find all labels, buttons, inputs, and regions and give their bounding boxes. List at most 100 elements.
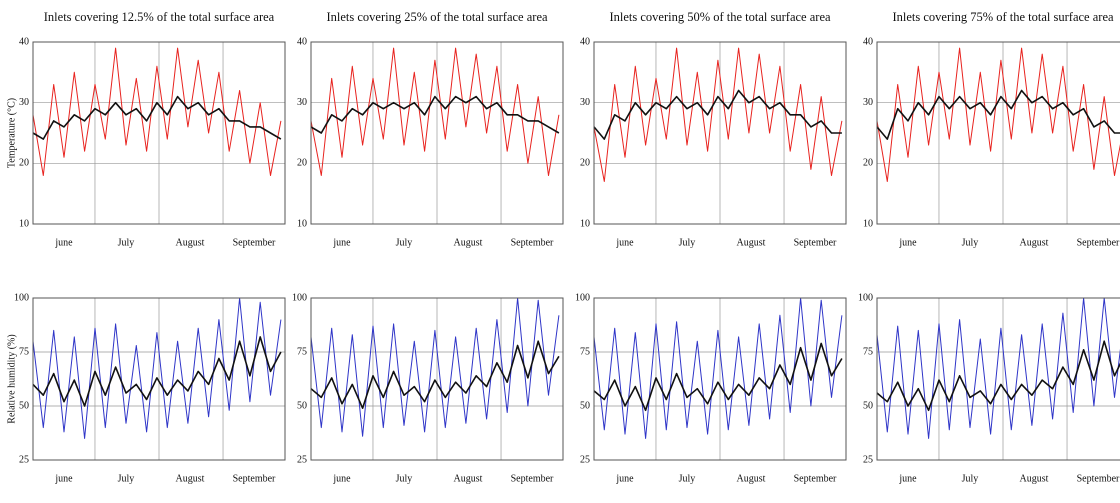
x-tick-label: July xyxy=(118,237,135,248)
data-line xyxy=(876,297,1120,439)
y-tick-label: 25 xyxy=(297,454,307,465)
x-tick-label: june xyxy=(898,237,917,248)
x-tick-label: July xyxy=(679,473,696,484)
panel: Relative humidity (%) 25 50 75 100 june July Au… xyxy=(6,292,286,484)
data-line xyxy=(32,336,282,407)
x-tick-label: August xyxy=(1020,237,1049,248)
data-line xyxy=(310,340,560,409)
data-line xyxy=(593,297,843,439)
y-tick-label: 40 xyxy=(863,36,873,47)
y-tick-label: 30 xyxy=(297,97,307,108)
panel: Inlets covering 50% of the total surface… xyxy=(580,10,847,248)
x-tick-label: September xyxy=(1077,237,1120,248)
y-tick-label: 10 xyxy=(580,218,590,229)
data-line xyxy=(876,47,1120,182)
plot-frame xyxy=(310,297,564,461)
data-line xyxy=(32,47,282,176)
plot-frame xyxy=(593,297,847,461)
panel: 25 50 75 100 june July August September xyxy=(575,292,847,484)
y-tick-label: 20 xyxy=(863,158,873,169)
data-line xyxy=(310,95,560,134)
panel: 25 50 75 100 june July August September xyxy=(858,292,1120,484)
y-tick-label: 50 xyxy=(19,400,29,411)
x-tick-label: August xyxy=(176,237,205,248)
x-tick-label: September xyxy=(233,473,276,484)
plot-frame xyxy=(310,41,564,225)
x-tick-label: August xyxy=(454,237,483,248)
x-tick-label: September xyxy=(1077,473,1120,484)
y-tick-label: 50 xyxy=(580,400,590,411)
y-tick-label: 50 xyxy=(863,400,873,411)
y-tick-label: 100 xyxy=(292,292,307,303)
panel: 25 50 75 100 june July August September xyxy=(292,292,564,484)
x-tick-label: September xyxy=(233,237,276,248)
data-line xyxy=(310,47,560,176)
y-tick-label: 100 xyxy=(14,292,29,303)
x-tick-label: July xyxy=(679,237,696,248)
x-tick-label: September xyxy=(511,237,554,248)
y-axis-label: Temperature (°C) xyxy=(6,98,17,168)
data-line xyxy=(593,89,842,140)
plot-frame xyxy=(32,297,286,461)
y-tick-label: 100 xyxy=(575,292,590,303)
x-tick-label: July xyxy=(118,473,135,484)
plot-frame xyxy=(32,41,286,225)
x-tick-label: August xyxy=(737,237,766,248)
x-tick-label: July xyxy=(962,237,979,248)
panel: Inlets covering 75% of the total surface… xyxy=(863,10,1120,248)
data-line xyxy=(593,342,843,412)
y-tick-label: 30 xyxy=(580,97,590,108)
panel-title: Inlets covering 50% of the total surface… xyxy=(609,10,831,24)
data-line xyxy=(32,297,282,439)
data-line xyxy=(876,340,1120,412)
panel-title: Inlets covering 12.5% of the total surfa… xyxy=(44,10,275,24)
y-axis-label: Relative humidity (%) xyxy=(6,334,17,423)
x-tick-label: june xyxy=(332,237,351,248)
data-line xyxy=(310,297,560,437)
y-tick-label: 40 xyxy=(19,36,29,47)
x-tick-label: August xyxy=(454,473,483,484)
y-tick-label: 40 xyxy=(580,36,590,47)
plot-frame xyxy=(876,297,1120,461)
y-tick-label: 30 xyxy=(863,97,873,108)
x-tick-label: September xyxy=(794,237,837,248)
plot-frame xyxy=(876,41,1120,225)
x-tick-label: August xyxy=(1020,473,1049,484)
y-tick-label: 75 xyxy=(19,346,29,357)
y-tick-label: 25 xyxy=(863,454,873,465)
y-tick-label: 100 xyxy=(858,292,873,303)
data-line xyxy=(876,89,1120,140)
panel: Inlets covering 12.5% of the total surfa… xyxy=(6,10,286,248)
y-tick-label: 30 xyxy=(19,97,29,108)
panel: Inlets covering 25% of the total surface… xyxy=(297,10,564,248)
x-tick-label: September xyxy=(511,473,554,484)
x-tick-label: june xyxy=(898,473,917,484)
y-tick-label: 20 xyxy=(297,158,307,169)
y-tick-label: 40 xyxy=(297,36,307,47)
data-line xyxy=(593,47,843,182)
x-tick-label: june xyxy=(615,237,634,248)
x-tick-label: june xyxy=(54,237,73,248)
y-tick-label: 75 xyxy=(580,346,590,357)
y-tick-label: 20 xyxy=(19,158,29,169)
x-tick-label: July xyxy=(396,473,413,484)
x-tick-label: june xyxy=(54,473,73,484)
x-tick-label: june xyxy=(332,473,351,484)
y-tick-label: 50 xyxy=(297,400,307,411)
plot-frame xyxy=(593,41,847,225)
y-tick-label: 10 xyxy=(19,218,29,229)
x-tick-label: August xyxy=(737,473,766,484)
y-tick-label: 10 xyxy=(863,218,873,229)
y-tick-label: 25 xyxy=(19,454,29,465)
data-line xyxy=(32,95,282,140)
x-tick-label: July xyxy=(962,473,979,484)
x-tick-label: July xyxy=(396,237,413,248)
y-tick-label: 10 xyxy=(297,218,307,229)
panel-title: Inlets covering 75% of the total surface… xyxy=(892,10,1114,24)
panel-title: Inlets covering 25% of the total surface… xyxy=(326,10,548,24)
x-tick-label: September xyxy=(794,473,837,484)
x-tick-label: August xyxy=(176,473,205,484)
x-tick-label: june xyxy=(615,473,634,484)
y-tick-label: 20 xyxy=(580,158,590,169)
